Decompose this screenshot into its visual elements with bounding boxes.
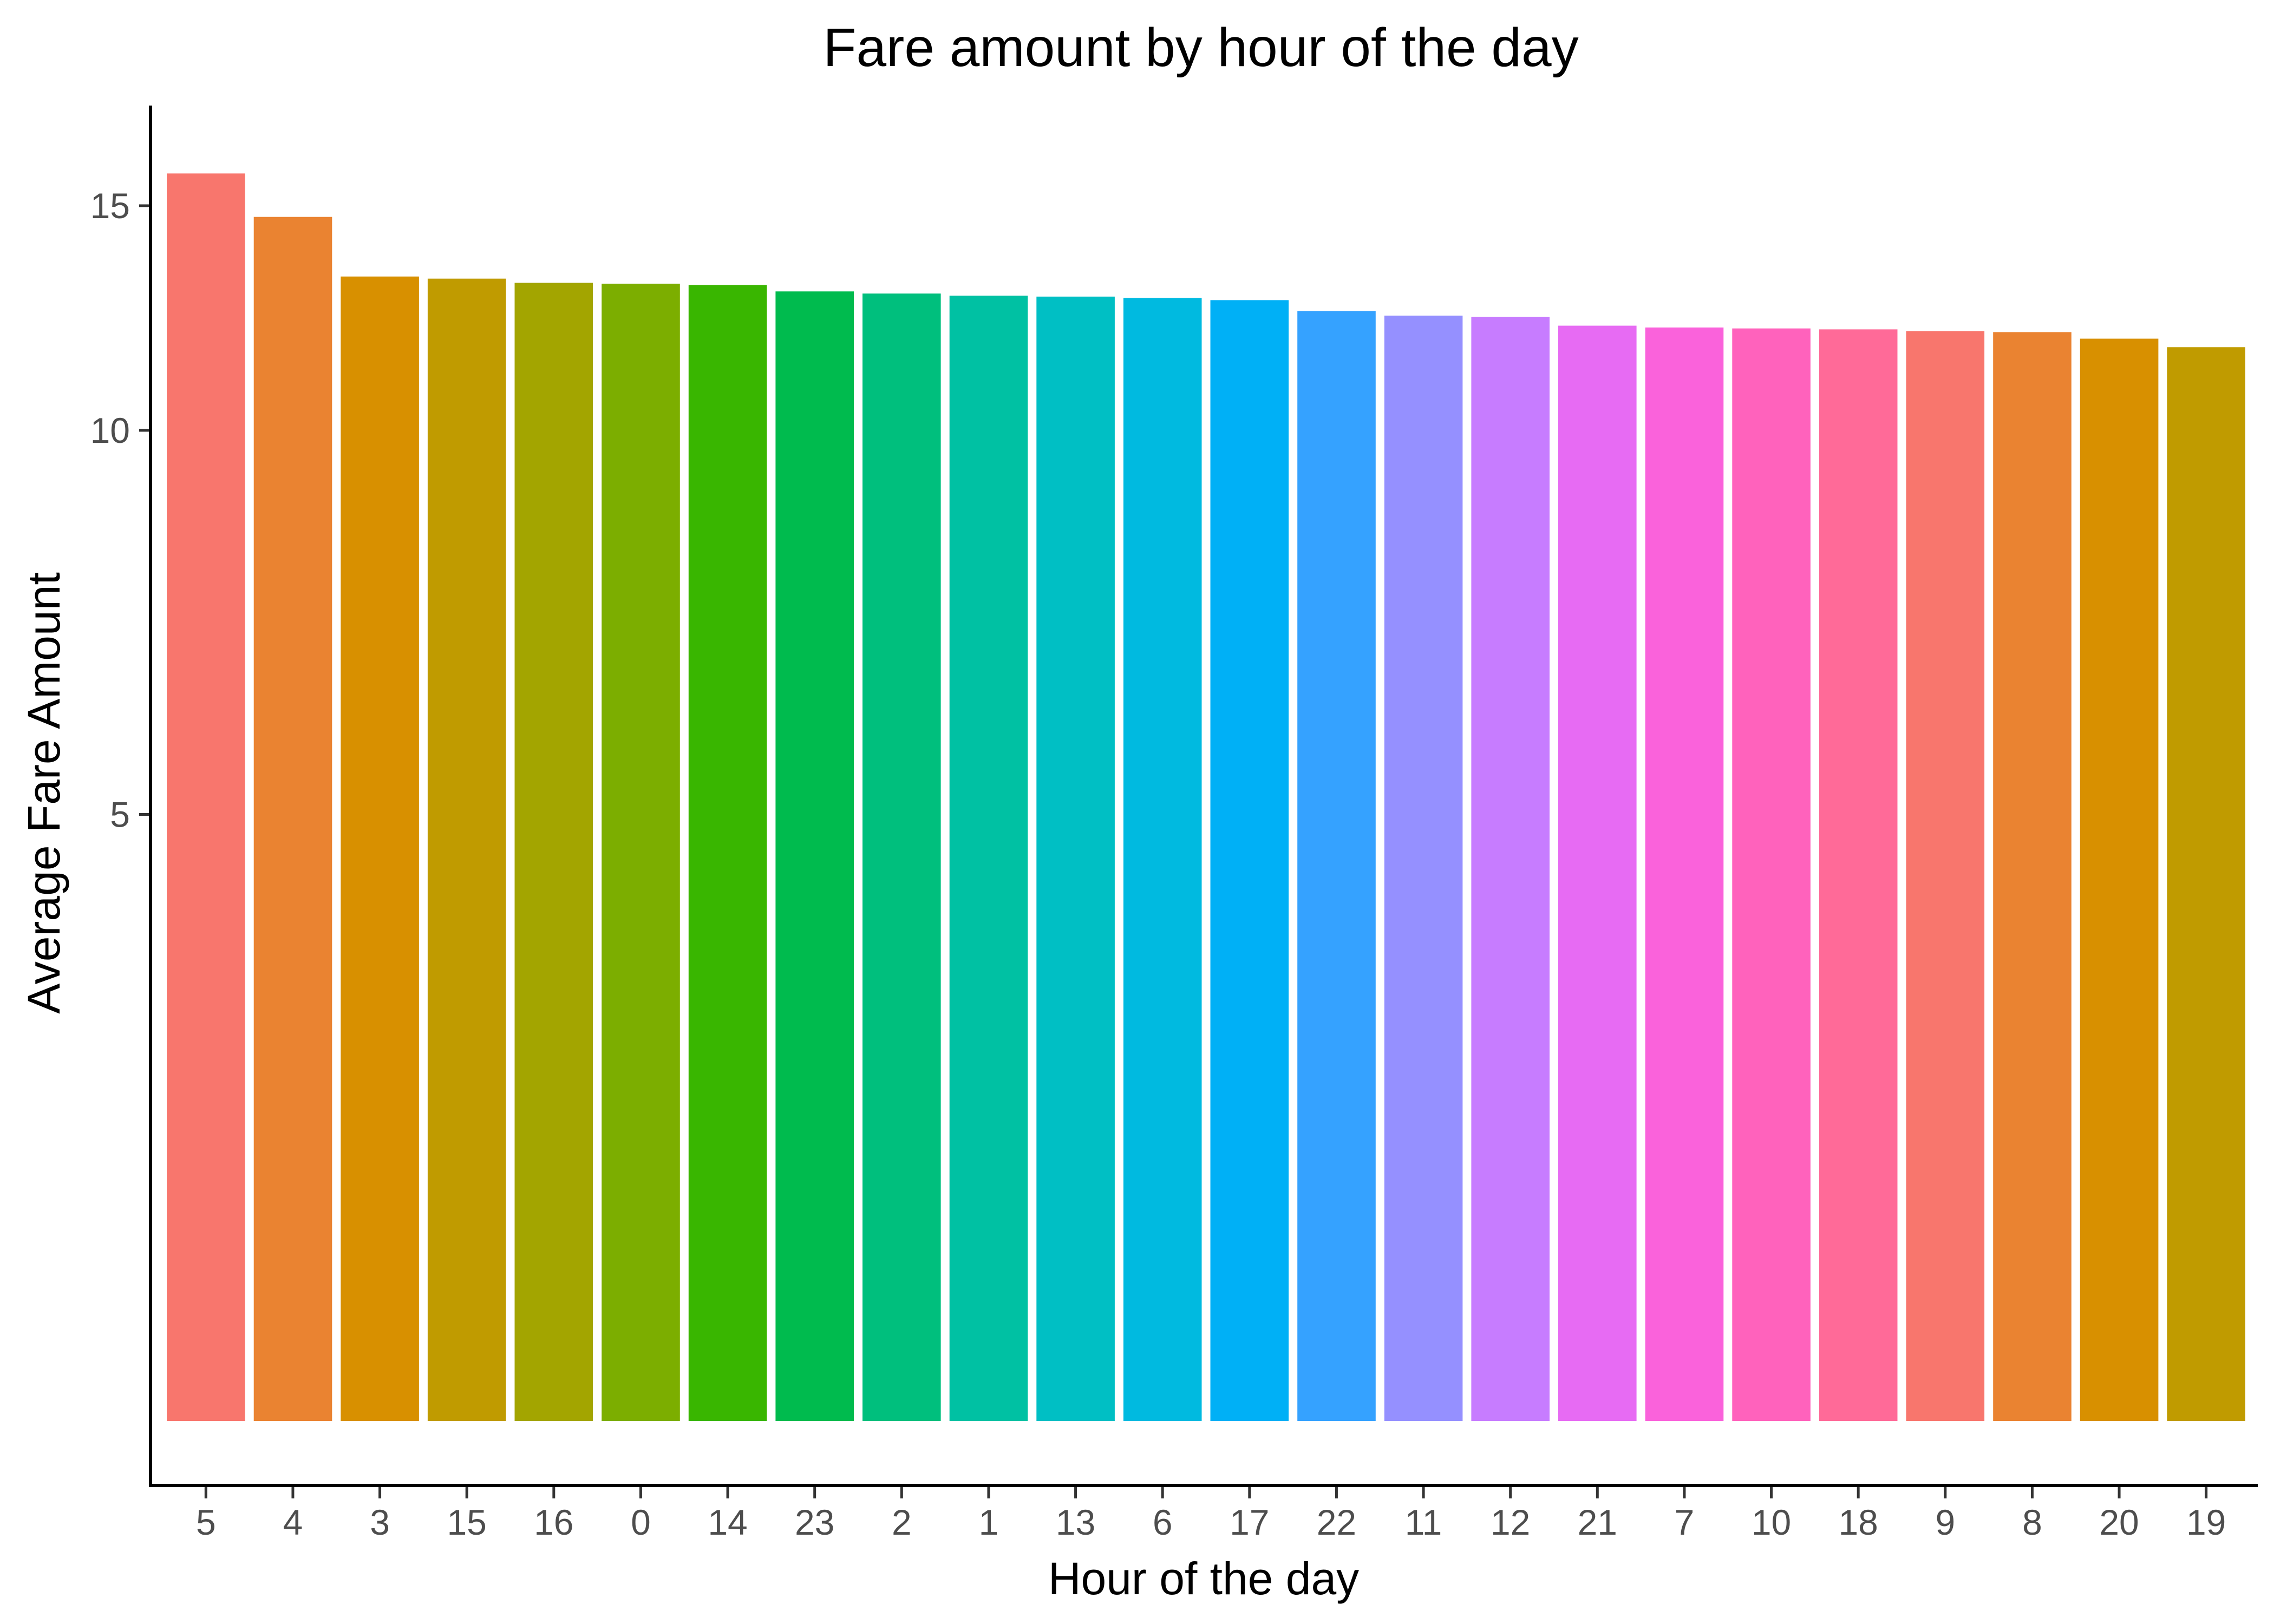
bar-hour-14	[688, 285, 767, 1421]
x-tick-label: 10	[1752, 1502, 1791, 1542]
bar-hour-12	[1471, 317, 1550, 1421]
bar-hour-8	[1993, 332, 2072, 1421]
x-tick-label: 8	[2022, 1502, 2042, 1542]
y-axis-ticks: 5 10 15	[90, 186, 151, 834]
bar-hour-4	[253, 217, 332, 1422]
bar-hour-22	[1297, 311, 1376, 1421]
bar-hour-3	[341, 276, 419, 1421]
x-axis-ticks: 5 4 3 15 16 0 14 23 2 1 13 6 17 22 11 12 21 7 10 18 9 8 20 19	[196, 1487, 2226, 1542]
x-tick-label: 5	[196, 1502, 216, 1542]
x-tick-label: 0	[631, 1502, 651, 1542]
x-tick-label: 18	[1838, 1502, 1878, 1542]
y-tick-label: 15	[90, 186, 130, 226]
bars-group	[167, 173, 2245, 1422]
x-tick-label: 12	[1491, 1502, 1530, 1542]
x-tick-label: 17	[1230, 1502, 1269, 1542]
y-axis-title: Average Fare Amount	[18, 572, 69, 1014]
x-tick-label: 19	[2186, 1502, 2226, 1542]
bar-hour-19	[2167, 347, 2245, 1421]
bar-hour-13	[1036, 296, 1115, 1422]
bar-hour-21	[1558, 325, 1637, 1421]
bar-hour-5	[167, 173, 245, 1422]
bar-hour-0	[602, 284, 680, 1421]
y-tick-label: 5	[110, 794, 130, 834]
x-tick-label: 11	[1405, 1502, 1442, 1542]
x-tick-label: 16	[534, 1502, 573, 1542]
bar-hour-11	[1384, 316, 1463, 1421]
bar-hour-17	[1210, 300, 1289, 1422]
bar-hour-23	[775, 291, 854, 1421]
x-tick-label: 21	[1578, 1502, 1617, 1542]
x-tick-label: 7	[1675, 1502, 1695, 1542]
x-tick-label: 23	[795, 1502, 834, 1542]
x-tick-label: 6	[1153, 1502, 1173, 1542]
bar-hour-10	[1732, 328, 1811, 1422]
y-tick-label: 10	[90, 410, 130, 450]
bar-hour-1	[949, 296, 1028, 1421]
x-tick-label: 22	[1317, 1502, 1356, 1542]
bar-hour-2	[862, 293, 941, 1421]
x-tick-label: 20	[2099, 1502, 2139, 1542]
bar-hour-20	[2080, 338, 2159, 1421]
bar-hour-15	[427, 278, 506, 1422]
x-tick-label: 2	[892, 1502, 912, 1542]
x-tick-label: 9	[1935, 1502, 1955, 1542]
chart-title: Fare amount by hour of the day	[823, 17, 1578, 78]
x-tick-label: 14	[708, 1502, 747, 1542]
bar-hour-6	[1123, 298, 1202, 1422]
x-tick-label: 3	[370, 1502, 390, 1542]
bar-hour-16	[514, 283, 593, 1421]
x-tick-label: 13	[1056, 1502, 1095, 1542]
x-axis-title: Hour of the day	[1048, 1553, 1359, 1604]
x-tick-label: 15	[447, 1502, 486, 1542]
bar-hour-9	[1906, 331, 1985, 1421]
bar-hour-7	[1645, 328, 1724, 1421]
x-tick-label: 1	[979, 1502, 999, 1542]
bar-hour-18	[1819, 329, 1898, 1421]
x-tick-label: 4	[283, 1502, 303, 1542]
